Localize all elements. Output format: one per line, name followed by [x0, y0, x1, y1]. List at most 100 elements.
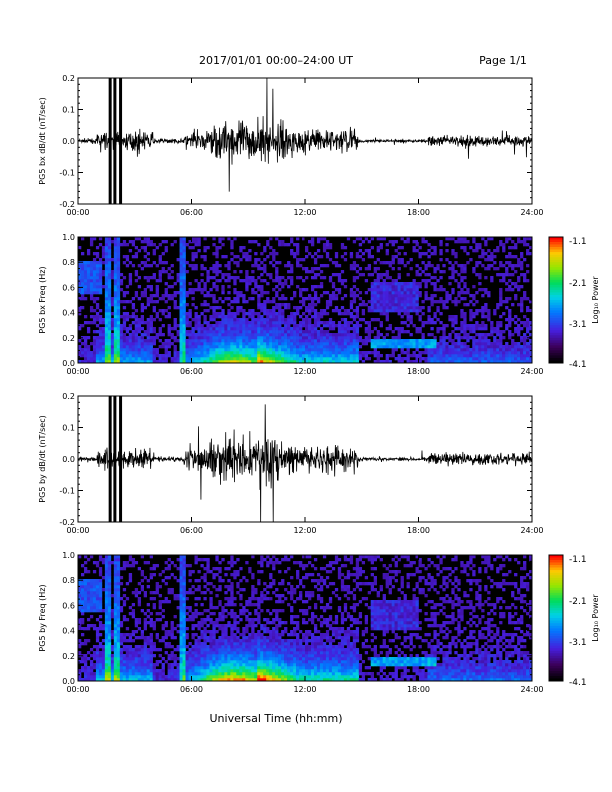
spectrogram-cell	[95, 348, 100, 352]
spectrogram-cell	[182, 576, 186, 580]
spectrogram-cell	[161, 639, 165, 643]
spectrogram-cell	[490, 333, 494, 337]
spectrogram-cell	[203, 237, 207, 241]
spectrogram-cell	[167, 267, 171, 271]
spectrogram-cell	[484, 243, 488, 247]
spectrogram-cell	[379, 342, 383, 346]
spectrogram-cell	[155, 669, 159, 673]
spectrogram-cell	[206, 345, 210, 349]
spectrogram-cell	[140, 672, 145, 676]
spectrogram-cell	[496, 330, 500, 334]
spectrogram-cell	[337, 288, 342, 292]
spectrogram-cell	[230, 315, 234, 319]
spectrogram-cell	[325, 342, 330, 346]
spectrogram-cell	[191, 246, 195, 250]
spectrogram-cell	[131, 333, 136, 337]
spectrogram-cell	[182, 648, 186, 652]
spectrogram-cell	[203, 675, 207, 679]
spectrogram-cell	[403, 252, 407, 256]
spectrogram-cell	[290, 279, 294, 283]
spectrogram-cell	[352, 309, 357, 313]
spectrogram-cell	[95, 669, 100, 673]
spectrogram-cell	[227, 342, 231, 346]
spectrogram-cell	[78, 645, 82, 649]
spectrogram-cell	[179, 615, 183, 619]
spectrogram-cell	[146, 615, 150, 619]
spectrogram-cell	[98, 600, 103, 604]
spectrogram-cell	[155, 663, 159, 667]
spectrogram-cell	[284, 348, 288, 352]
spectrogram-cell	[409, 285, 413, 289]
spectrogram-cell	[505, 354, 509, 358]
spectrogram-cell	[520, 306, 524, 310]
y-tick-label: 0.2	[62, 334, 75, 343]
spectrogram-cell	[487, 258, 491, 262]
spectrogram-cell	[179, 606, 183, 610]
spectrogram-cell	[137, 603, 142, 607]
spectrogram-cell	[107, 297, 112, 301]
spectrogram-cell	[376, 357, 380, 361]
spectrogram-cell	[421, 342, 425, 346]
spectrogram-cell	[305, 330, 309, 334]
spectrogram-cell	[173, 615, 177, 619]
spectrogram-cell	[116, 264, 121, 268]
spectrogram-cell	[490, 327, 494, 331]
spectrogram-cell	[107, 330, 112, 334]
spectrogram-cell	[406, 261, 410, 265]
spectrogram-cell	[206, 342, 210, 346]
spectrogram-cell	[520, 273, 524, 277]
spectrogram-cell	[257, 321, 261, 325]
spectrogram-cell	[104, 654, 109, 658]
spectrogram-cell	[230, 330, 234, 334]
spectrogram-cell	[164, 291, 168, 295]
spectrogram-cell	[433, 360, 437, 364]
spectrogram-cell	[236, 351, 240, 355]
spectrogram-cell	[146, 561, 150, 565]
spectrogram-cell	[122, 318, 127, 322]
spectrogram-cell	[367, 321, 372, 325]
spectrogram-cell	[299, 315, 303, 319]
spectrogram-cell	[367, 264, 372, 268]
spectrogram-cell	[149, 288, 153, 292]
spectrogram-cell	[412, 303, 416, 307]
spectrogram-cell	[194, 624, 198, 628]
spectrogram-cell	[155, 336, 159, 340]
spectrogram-cell	[78, 555, 82, 559]
spectrogram-cell	[475, 249, 479, 253]
spectrogram-cell	[89, 615, 94, 619]
spectrogram-cell	[143, 240, 147, 244]
spectrogram-cell	[296, 330, 300, 334]
spectrogram-cell	[155, 582, 159, 586]
spectrogram-cell	[331, 294, 336, 298]
spectrogram-cell	[412, 282, 416, 286]
spectrogram-cell	[116, 675, 121, 679]
spectrogram-cell	[305, 333, 309, 337]
spectrogram-cell	[466, 333, 470, 337]
spectrogram-cell	[152, 273, 156, 277]
spectrogram-cell	[269, 351, 273, 355]
spectrogram-cell	[484, 357, 488, 361]
spectrogram-cell	[349, 357, 354, 361]
spectrogram-cell	[433, 357, 437, 361]
spectrogram-cell	[469, 357, 473, 361]
spectrogram-cell	[305, 324, 309, 328]
spectrogram-cell	[305, 321, 309, 325]
spectrogram-cell	[526, 357, 530, 361]
spectrogram-cell	[182, 666, 186, 670]
spectrogram-cell	[200, 630, 204, 634]
spectrogram-cell	[349, 339, 354, 343]
spectrogram-cell	[343, 279, 348, 283]
spectrogram-cell	[92, 261, 97, 265]
spectrogram-cell	[149, 324, 153, 328]
spectrogram-cell	[400, 237, 404, 241]
spectrogram-cell	[107, 600, 112, 604]
spectrogram-cell	[110, 336, 115, 340]
spectrogram-cell	[125, 654, 130, 658]
spectrogram-cell	[307, 360, 312, 364]
spectrogram-cell	[293, 252, 297, 256]
spectrogram-cell	[212, 282, 216, 286]
spectrogram-cell	[101, 648, 106, 652]
spectrogram-cell	[302, 345, 306, 349]
spectrogram-cell	[134, 354, 139, 358]
spectrogram-cell	[370, 309, 374, 313]
